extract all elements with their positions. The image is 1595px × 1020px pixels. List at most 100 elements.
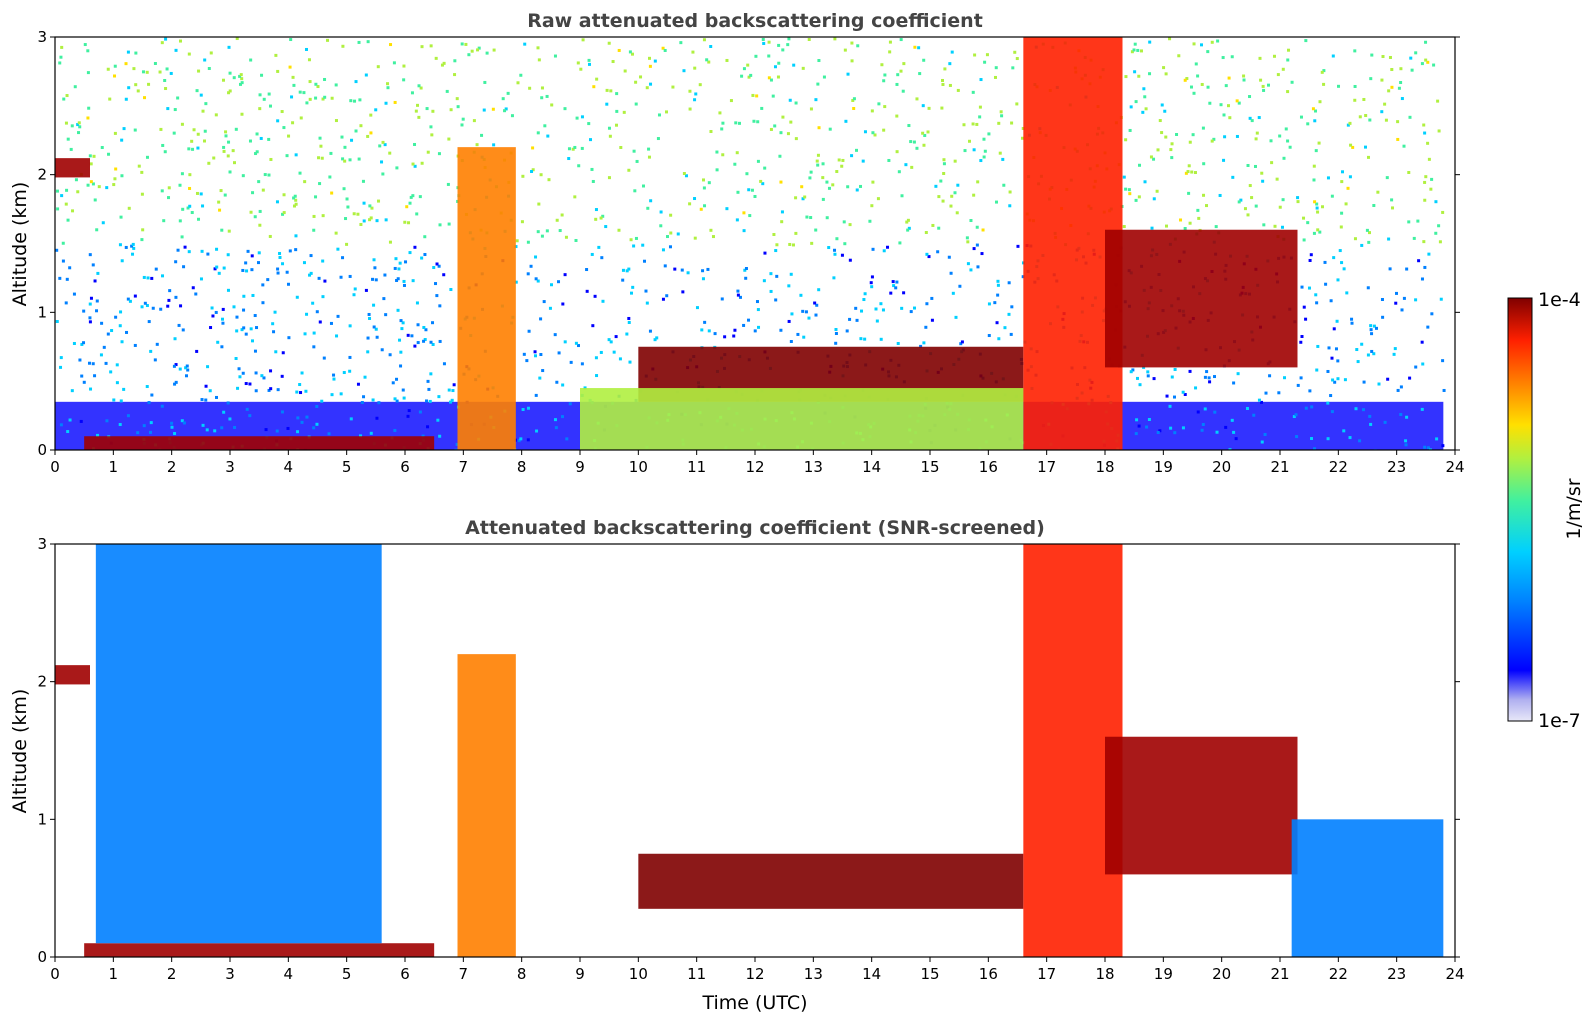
noise-pixel — [454, 448, 458, 450]
noise-pixel — [80, 342, 84, 346]
noise-pixel — [1306, 221, 1310, 225]
noise-pixel — [257, 251, 261, 255]
noise-pixel — [334, 83, 338, 87]
noise-pixel — [339, 275, 343, 279]
noise-pixel — [440, 63, 444, 67]
noise-pixel — [267, 137, 271, 141]
noise-pixel — [614, 123, 618, 127]
noise-pixel — [930, 296, 934, 300]
noise-pixel — [222, 145, 226, 149]
noise-pixel — [1146, 374, 1150, 378]
noise-pixel — [1331, 54, 1335, 58]
noise-pixel — [1332, 256, 1336, 260]
noise-pixel — [217, 200, 221, 204]
noise-pixel — [907, 124, 911, 128]
noise-pixel — [410, 91, 414, 95]
noise-pixel — [235, 329, 239, 333]
noise-pixel — [859, 184, 863, 188]
noise-pixel — [834, 332, 838, 336]
noise-pixel — [585, 289, 589, 293]
noise-pixel — [835, 170, 839, 174]
noise-pixel — [614, 335, 618, 339]
noise-pixel — [1170, 156, 1174, 160]
noise-pixel — [1246, 163, 1250, 167]
noise-pixel — [899, 38, 903, 42]
noise-pixel — [241, 268, 245, 272]
noise-pixel — [261, 301, 265, 305]
noise-pixel — [368, 316, 372, 320]
noise-pixel — [153, 61, 157, 65]
noise-pixel — [953, 159, 957, 163]
noise-pixel — [548, 306, 552, 310]
noise-pixel — [1152, 377, 1156, 381]
noise-pixel — [1136, 48, 1140, 52]
noise-pixel — [895, 150, 899, 154]
noise-pixel — [514, 280, 518, 284]
noise-pixel — [767, 54, 771, 58]
noise-pixel — [788, 98, 792, 102]
noise-pixel — [100, 146, 104, 150]
noise-pixel — [425, 107, 429, 111]
y-tick-label: 2 — [37, 166, 47, 184]
noise-pixel — [155, 342, 159, 346]
noise-pixel — [378, 144, 382, 148]
noise-pixel — [1148, 40, 1152, 44]
noise-pixel — [742, 229, 746, 233]
noise-pixel — [931, 223, 935, 227]
noise-pixel — [1165, 394, 1169, 398]
noise-pixel — [238, 82, 242, 86]
noise-pixel — [587, 62, 591, 66]
noise-pixel — [99, 353, 103, 357]
noise-pixel — [492, 48, 496, 52]
noise-pixel — [268, 234, 272, 238]
noise-pixel — [590, 167, 594, 171]
noise-pixel — [794, 137, 798, 141]
noise-pixel — [1179, 218, 1183, 222]
noise-pixel — [558, 229, 562, 233]
noise-pixel — [810, 241, 814, 245]
noise-pixel — [1248, 184, 1252, 188]
noise-pixel — [1402, 144, 1406, 148]
x-tick-label: 4 — [284, 458, 294, 476]
noise-pixel — [880, 63, 884, 67]
noise-pixel — [185, 374, 189, 378]
noise-pixel — [180, 172, 184, 176]
noise-pixel — [803, 195, 807, 199]
noise-pixel — [276, 69, 280, 73]
noise-pixel — [1207, 376, 1211, 380]
noise-pixel — [180, 419, 184, 423]
noise-pixel — [808, 176, 812, 180]
noise-pixel — [226, 288, 230, 292]
noise-pixel — [747, 75, 751, 79]
noise-pixel — [1366, 353, 1370, 357]
noise-pixel — [395, 166, 399, 170]
noise-pixel — [874, 307, 878, 311]
noise-pixel — [794, 101, 798, 105]
noise-pixel — [438, 304, 442, 308]
x-tick-label: 10 — [629, 965, 648, 983]
noise-pixel — [228, 170, 232, 174]
noise-pixel — [1329, 299, 1333, 303]
noise-pixel — [206, 365, 210, 369]
noise-pixel — [1261, 84, 1265, 88]
noise-pixel — [72, 341, 76, 345]
noise-pixel — [680, 268, 684, 272]
noise-pixel — [426, 150, 430, 154]
noise-pixel — [609, 89, 613, 93]
noise-pixel — [91, 182, 95, 186]
noise-pixel — [262, 376, 266, 380]
noise-pixel — [1016, 244, 1020, 248]
noise-pixel — [447, 137, 451, 141]
noise-pixel — [897, 170, 901, 174]
noise-pixel — [113, 177, 117, 181]
x-tick-label: 24 — [1445, 965, 1464, 983]
noise-pixel — [676, 232, 680, 236]
noise-pixel — [599, 350, 603, 354]
layer-cloud-aerosol-plume — [457, 654, 516, 957]
noise-pixel — [114, 315, 118, 319]
noise-pixel — [709, 228, 713, 232]
noise-pixel — [787, 319, 791, 323]
noise-pixel — [882, 79, 886, 83]
noise-pixel — [581, 38, 585, 42]
noise-pixel — [585, 268, 589, 272]
